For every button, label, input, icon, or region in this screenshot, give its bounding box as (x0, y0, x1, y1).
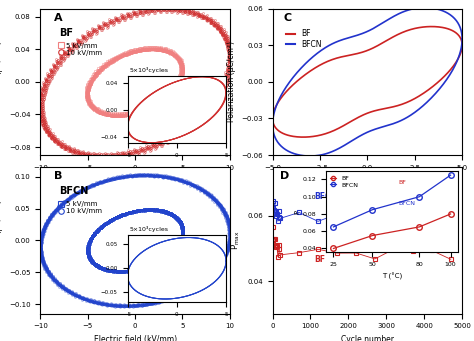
Text: BF: BF (59, 28, 73, 38)
Y-axis label: Polarization (μC/cm²): Polarization (μC/cm²) (227, 41, 236, 122)
X-axis label: Cycle number: Cycle number (341, 335, 394, 341)
X-axis label: Electric field (kV/mm): Electric field (kV/mm) (93, 176, 177, 186)
X-axis label: Electric field (kV/mm): Electric field (kV/mm) (326, 176, 409, 186)
Legend: 5 kV/mm, 10 kV/mm: 5 kV/mm, 10 kV/mm (57, 41, 103, 57)
Text: BFCN: BFCN (314, 192, 337, 201)
Y-axis label: P$_{\rm max}$: P$_{\rm max}$ (229, 231, 242, 250)
Y-axis label: Polarization (μC/cm²): Polarization (μC/cm²) (0, 200, 3, 281)
Text: C: C (284, 13, 292, 23)
Text: BF: BF (314, 255, 325, 264)
Text: A: A (54, 13, 62, 23)
Y-axis label: Polarization (μC/cm²): Polarization (μC/cm²) (0, 41, 3, 122)
X-axis label: Electric field (kV/mm): Electric field (kV/mm) (93, 335, 177, 341)
Text: D: D (280, 172, 290, 181)
Text: BFCN: BFCN (59, 186, 89, 196)
Text: B: B (54, 172, 62, 181)
Legend: BF, BFCN: BF, BFCN (284, 27, 324, 51)
Legend: 5 kV/mm, 10 kV/mm: 5 kV/mm, 10 kV/mm (57, 200, 103, 216)
